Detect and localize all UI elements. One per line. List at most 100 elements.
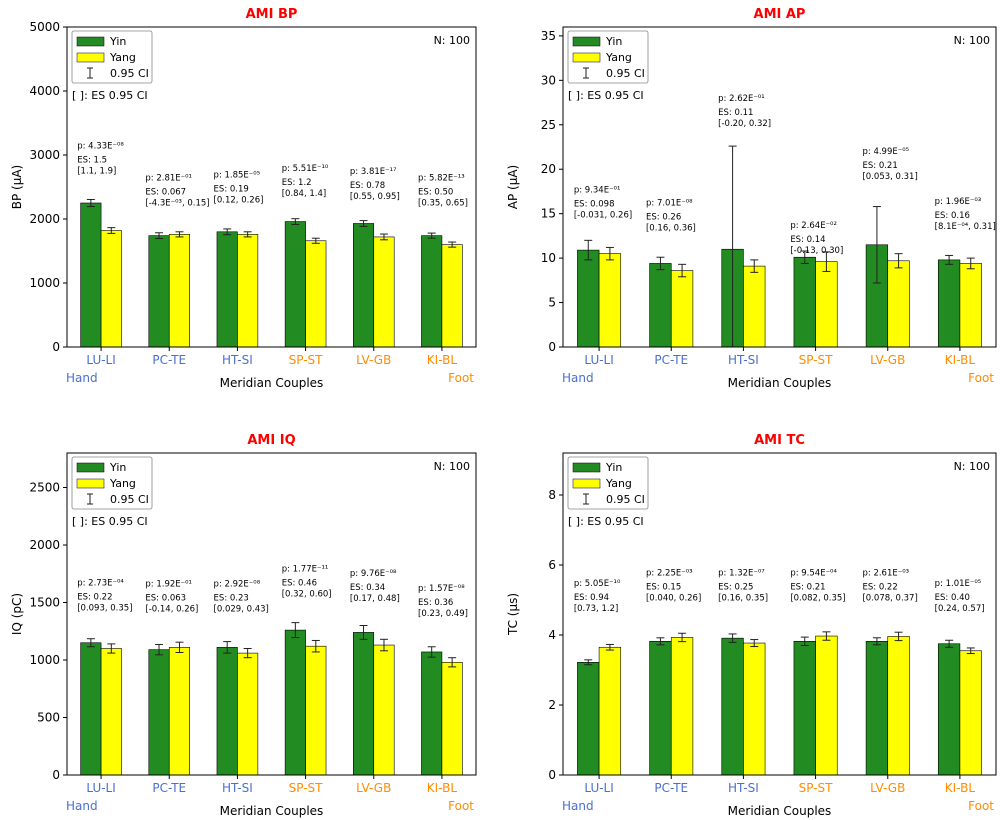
effect-size: ES: 0.40: [935, 593, 970, 603]
bar-yang: [373, 236, 395, 348]
bar-yin: [148, 649, 170, 776]
y-tick-label: 0: [548, 768, 556, 782]
legend-swatch-yang: [572, 52, 601, 63]
bar-yin: [937, 259, 961, 348]
y-tick-label: 20: [541, 162, 556, 176]
bar-yang: [743, 265, 766, 348]
foot-label: Foot: [448, 371, 474, 385]
effect-size: ES: 0.22: [862, 583, 897, 593]
p-value: p: 1.77E⁻¹¹: [282, 564, 329, 574]
bar-yin: [793, 640, 816, 776]
bar-yin: [216, 231, 238, 348]
bar-yang: [305, 645, 327, 776]
x-tick-label: SP-ST: [799, 353, 834, 367]
plot-frame: [562, 452, 997, 776]
legend-label-yin: Yin: [109, 461, 126, 474]
effect-size-ci: [0.16, 0.35]: [718, 594, 768, 604]
y-tick-label: 15: [541, 207, 556, 221]
effect-size-ci: [0.32, 0.60]: [282, 589, 332, 599]
p-value: p: 5.82E⁻¹³: [418, 174, 465, 184]
bar-yin: [352, 632, 375, 776]
x-tick-label: SP-ST: [289, 353, 324, 367]
legend-label-yang: Yang: [109, 477, 136, 490]
x-tick-label: LV-GB: [870, 353, 905, 367]
y-tick-label: 3000: [29, 148, 60, 162]
p-value: p: 2.64E⁻⁰²: [790, 221, 837, 231]
legend-label-yin: Yin: [605, 35, 622, 48]
x-axis-label: Meridian Couples: [220, 804, 324, 818]
y-tick-label: 4: [548, 628, 556, 642]
bar-yin: [284, 221, 306, 348]
p-value: p: 1.92E⁻⁰¹: [145, 579, 192, 589]
y-tick-label: 6: [548, 558, 556, 572]
effect-size-ci: [-4.3E⁻⁰³, 0.15]: [145, 199, 209, 209]
legend: Yin Yang 0.95 CI: [567, 30, 649, 84]
hand-label: Hand: [562, 799, 594, 813]
effect-size: ES: 0.46: [282, 578, 317, 588]
effect-size-ci: [0.73, 1.2]: [574, 604, 618, 614]
y-tick-label: 0: [52, 340, 60, 354]
bar-yang: [237, 652, 259, 776]
p-value: p: 1.32E⁻⁰⁷: [718, 569, 765, 579]
x-tick-label: LU-LI: [584, 353, 613, 367]
effect-size-ci: [0.16, 0.36]: [646, 224, 696, 234]
p-value: p: 9.54E⁻⁰⁴: [790, 569, 837, 579]
chart-title: AMI IQ: [247, 433, 295, 448]
y-tick-label: 5: [548, 296, 556, 310]
chart-panel-4: AMI TC 0 2 4 6 8 TC (μs) LU-LI PC-TE HT-SI SP-ST LV…: [506, 433, 997, 818]
chart-title: AMI BP: [246, 7, 298, 22]
y-tick-label: 5000: [29, 20, 60, 34]
legend-swatch-yang: [572, 478, 601, 489]
effect-size: ES: 0.15: [646, 583, 681, 593]
effect-size-ci: [0.029, 0.43]: [214, 604, 269, 614]
bar-yang: [959, 650, 982, 776]
x-tick-label: SP-ST: [799, 781, 834, 795]
foot-label: Foot: [968, 371, 994, 385]
es-ci-note: [ ]: ES 0.95 CI: [568, 515, 644, 528]
p-value: p: 1.57E⁻⁰⁸: [418, 584, 465, 594]
p-value: p: 9.76E⁻⁰⁸: [350, 569, 397, 579]
chart-title: AMI AP: [754, 7, 806, 22]
bar-yang: [100, 648, 122, 776]
x-tick-label: HT-SI: [222, 353, 253, 367]
chart-title: AMI TC: [754, 433, 805, 448]
bar-yang: [168, 647, 191, 776]
x-tick-label: PC-TE: [152, 353, 186, 367]
y-tick-label: 2000: [29, 212, 60, 226]
legend-label-ci: 0.95 CI: [606, 67, 645, 80]
bar-yin: [80, 642, 102, 776]
hand-label: Hand: [66, 371, 98, 385]
x-tick-label: LU-LI: [86, 781, 115, 795]
effect-size-ci: [0.053, 0.31]: [862, 172, 917, 182]
bar-yang: [237, 234, 259, 348]
p-value: p: 7.01E⁻⁰⁸: [646, 199, 693, 209]
legend-label-ci: 0.95 CI: [110, 67, 149, 80]
bar-yin: [421, 235, 443, 348]
bar-yin: [577, 249, 600, 348]
p-value: p: 1.85E⁻⁰⁵: [214, 170, 261, 180]
x-axis-label: Meridian Couples: [220, 376, 324, 390]
effect-size: ES: 0.34: [350, 583, 385, 593]
legend-swatch-yang: [76, 52, 105, 63]
x-tick-label: KI-BL: [945, 353, 976, 367]
y-axis-label: TC (μs): [506, 593, 520, 636]
bar-yang: [959, 263, 982, 348]
plot-frame: [66, 26, 477, 348]
p-value: p: 4.99E⁻⁰⁵: [862, 147, 909, 157]
bar-yin: [577, 661, 600, 776]
effect-size: ES: 0.23: [214, 593, 249, 603]
effect-size: ES: 0.21: [862, 161, 897, 171]
legend-label-ci: 0.95 CI: [110, 493, 149, 506]
x-tick-label: LV-GB: [870, 781, 905, 795]
effect-size-ci: [0.55, 0.95]: [350, 192, 400, 202]
x-tick-label: KI-BL: [945, 781, 976, 795]
y-tick-label: 4000: [29, 84, 60, 98]
effect-size-ci: [0.082, 0.35]: [790, 594, 845, 604]
chart-panel-1: AMI BP 0 1000 2000 3000 4000 5000 BP (μA) LU-LI P…: [10, 7, 477, 390]
y-tick-label: 2000: [29, 538, 60, 552]
p-value: p: 2.92E⁻⁰⁸: [214, 579, 261, 589]
effect-size-ci: [-0.20, 0.32]: [718, 119, 771, 129]
y-axis-label: IQ (pC): [10, 593, 24, 635]
bar-yin: [793, 256, 816, 348]
